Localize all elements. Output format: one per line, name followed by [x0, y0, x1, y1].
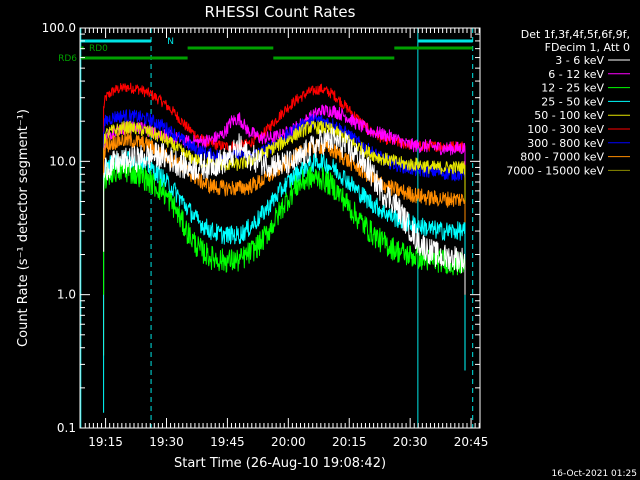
- chart-title: RHESSI Count Rates: [205, 3, 356, 21]
- legend-header: FDecim 1, Att 0: [545, 41, 630, 54]
- x-axis-label: Start Time (26-Aug-10 19:08:42): [174, 456, 386, 471]
- legend-entry: 6 - 12 keV: [548, 68, 604, 81]
- flag-bars: N RD0 RD6: [58, 37, 473, 64]
- legend-entry: 7000 - 15000 keV: [506, 164, 604, 177]
- legend-header: Det 1f,3f,4f,5f,6f,9f,: [521, 28, 630, 41]
- y-axis-label: Count Rate (s⁻¹ detector segment⁻¹): [16, 109, 31, 347]
- series-path: [103, 82, 466, 295]
- y-tick-label: 10.0: [49, 154, 76, 168]
- x-tick-label: 19:45: [210, 435, 245, 449]
- legend-entry: 25 - 50 keV: [541, 95, 604, 108]
- legend-entry: 800 - 7000 keV: [520, 151, 604, 164]
- legend-entry: 100 - 300 keV: [527, 123, 604, 136]
- timestamp: 16-Oct-2021 01:25: [552, 469, 637, 479]
- series-line: [103, 82, 466, 295]
- flag-label: N: [167, 37, 174, 47]
- x-tick-label: 20:00: [271, 435, 306, 449]
- plot-area: N RD0 RD6: [58, 28, 474, 428]
- legend-entry: 50 - 100 keV: [534, 109, 604, 122]
- y-tick-label: 0.1: [57, 421, 76, 435]
- flag-label: RD0: [89, 44, 108, 54]
- legend: Det 1f,3f,4f,5f,6f,9f,FDecim 1, Att 03 -…: [506, 28, 630, 177]
- series-path: [103, 120, 466, 295]
- series-path: [103, 159, 466, 295]
- legend-entry: 12 - 25 keV: [541, 82, 604, 95]
- legend-entry: 3 - 6 keV: [555, 54, 604, 67]
- flag-label: RD6: [58, 54, 77, 64]
- series-line: [103, 120, 466, 295]
- series-path: [103, 127, 466, 295]
- y-tick-label: 100.0: [42, 21, 76, 35]
- series-line: [103, 127, 466, 295]
- x-tick-label: 20:30: [393, 435, 428, 449]
- y-tick-label: 1.0: [57, 288, 76, 302]
- legend-entry: 300 - 800 keV: [527, 137, 604, 150]
- x-axis: 19:15 19:30 19:45 20:00 20:15 20:30 20:45: [84, 28, 489, 449]
- x-tick-label: 20:15: [332, 435, 367, 449]
- x-tick-label: 19:15: [88, 435, 123, 449]
- x-tick-label: 20:45: [454, 435, 489, 449]
- x-tick-label: 19:30: [149, 435, 184, 449]
- series-line: [103, 159, 466, 295]
